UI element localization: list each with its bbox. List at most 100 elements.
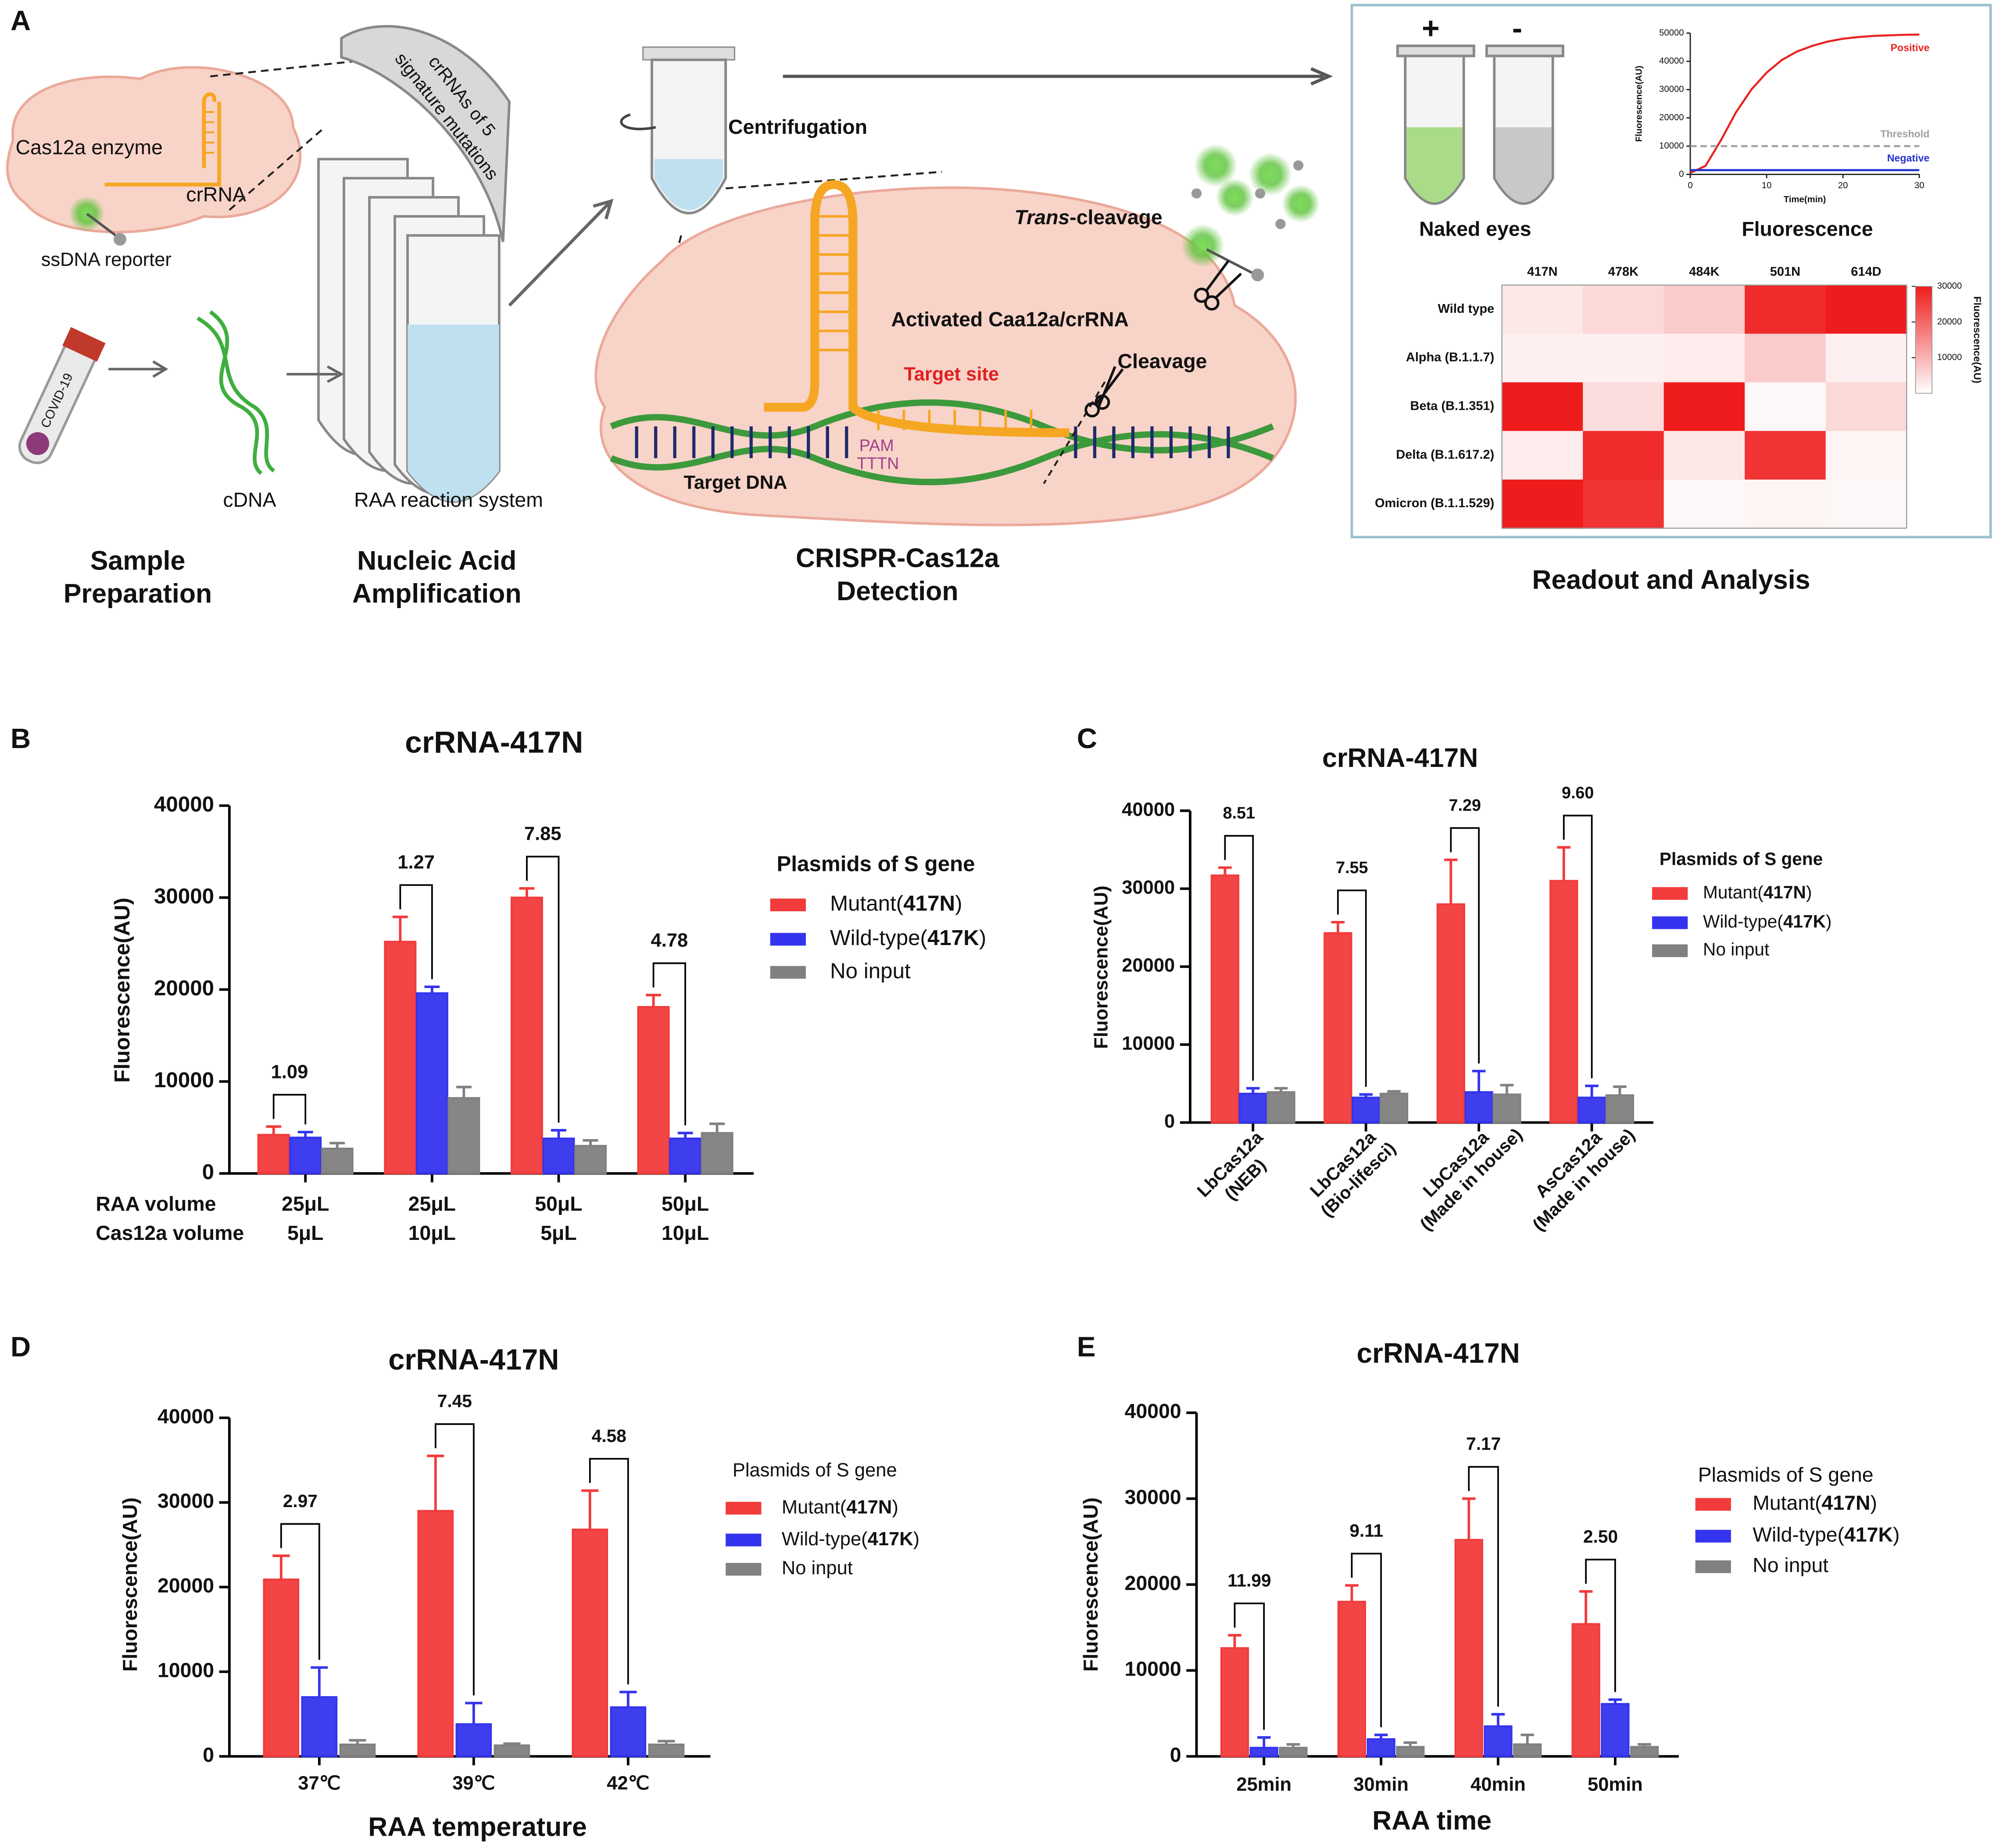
label: PAM [859,436,894,455]
bracket-label: 7.17 [1466,1434,1501,1454]
arrow [108,360,168,378]
y-tick-label: 10000 [1125,1658,1181,1680]
bracket [434,1423,475,1696]
label: Cas12a enzyme [16,136,163,159]
heatmap-cell [1663,431,1746,480]
bar [510,896,543,1175]
bar [1238,1092,1267,1124]
arrow [286,365,344,383]
error-bar [424,985,440,993]
y-axis-label: Fluorescence(AU) [110,898,134,1083]
bracket [1585,1558,1616,1692]
arrow [508,199,614,307]
bracket [272,1094,307,1125]
bracket [280,1523,320,1660]
y-axis-label: Fluorescence(AU) [1091,885,1112,1049]
bar [415,992,448,1175]
legend-swatch [1695,1560,1731,1573]
series-line [1690,33,1920,174]
reporter-quencher [113,233,126,246]
heatmap-cell [1583,333,1665,383]
bar [542,1137,575,1175]
step-label: Sample [90,545,186,575]
legend-label: Mutant(417N) [1753,1491,1877,1514]
error-bar [1472,1070,1486,1092]
heatmap-cell [1745,382,1827,432]
heatmap-cell [1502,333,1584,383]
bracket-label: 1.09 [271,1061,308,1082]
step-label: Amplification [352,579,522,609]
chart-title: crRNA-417N [1357,1337,1520,1369]
x-axis-label: Time(min) [1784,195,1826,204]
heatmap-frame [1501,284,1907,529]
y-axis-label: Fluorescence(AU) [1634,66,1644,142]
column-label: 484K [1689,265,1719,279]
error-bar [1359,1093,1373,1098]
bracket [1224,835,1254,1081]
bar [669,1137,702,1175]
bracket [1337,889,1367,1087]
dna-rungs [635,426,1230,458]
error-bar [1274,1087,1288,1092]
column-label: 614D [1851,265,1881,279]
label: Trans [1015,206,1070,229]
schematic: A Cas12a enzyme crRNA ssDNA reporter crR… [6,4,1992,609]
legend-title: Plasmids of S gene [1698,1463,1874,1486]
heatmap-cell [1583,431,1665,480]
bar [1220,1647,1249,1758]
heatmap-cell [1745,285,1827,335]
bracket [1468,1466,1499,1707]
error-bar [658,1740,675,1745]
heatmap-cell [1663,285,1746,335]
error-bar [272,1554,290,1579]
x-tick-label: 37℃ [298,1773,340,1794]
bar [1571,1623,1600,1758]
label: Naked eyes [1419,217,1531,240]
series-label: Threshold [1880,128,1929,140]
label: Trans-cleavage [1015,206,1163,229]
step-label: Readout and Analysis [1532,565,1810,595]
error-bar [1585,1085,1599,1098]
y-tick-label: 20000 [1122,955,1175,976]
y-tick-label: 30000 [154,884,214,908]
bracket-label: 9.11 [1349,1520,1383,1540]
error-bar [677,1132,693,1139]
error-bar [427,1454,444,1511]
x-tick-label: 39℃ [452,1773,495,1794]
bar [1454,1539,1483,1758]
row-label: RAA volume [96,1192,216,1215]
bar [1513,1743,1542,1758]
step-label: Detection [837,576,959,606]
bar [1464,1091,1493,1124]
bar [1324,932,1352,1124]
bar [610,1706,647,1758]
error-bar [1403,1741,1417,1747]
y-tick-label: 20000 [154,976,214,1000]
y-tick-label: 40000 [1659,56,1684,66]
bar [1352,1096,1381,1124]
y-tick-label: 40000 [1122,799,1175,820]
error-bar [1462,1497,1476,1540]
x-tick-label: 10μL [408,1221,456,1244]
error-bar [297,1131,313,1138]
x-tick-label: 42℃ [607,1773,649,1794]
heatmap-cell [1663,382,1746,432]
label: RAA reaction system [354,488,543,511]
label: Activated Caa12a/crRNA [891,308,1129,330]
y-tick-label: 0 [1679,169,1684,179]
heatmap-cell [1583,382,1665,432]
legend-label: No input [782,1558,853,1579]
heatmap-cell [1583,480,1665,529]
error-bar [1520,1733,1534,1744]
heatmap-cell [1745,431,1827,480]
panel-label: E [1077,1331,1096,1363]
sample-tube: COVID-19 [18,327,106,464]
centrifuge-tube [620,46,735,215]
legend-label: Mutant(417N) [1703,882,1812,902]
legend-label: Wild-type(417K) [1703,911,1831,931]
bar [572,1528,608,1758]
series-label: Negative [1887,152,1930,164]
error-bar [1228,1634,1241,1648]
legend-swatch [726,1563,762,1576]
error-bar [349,1739,366,1745]
